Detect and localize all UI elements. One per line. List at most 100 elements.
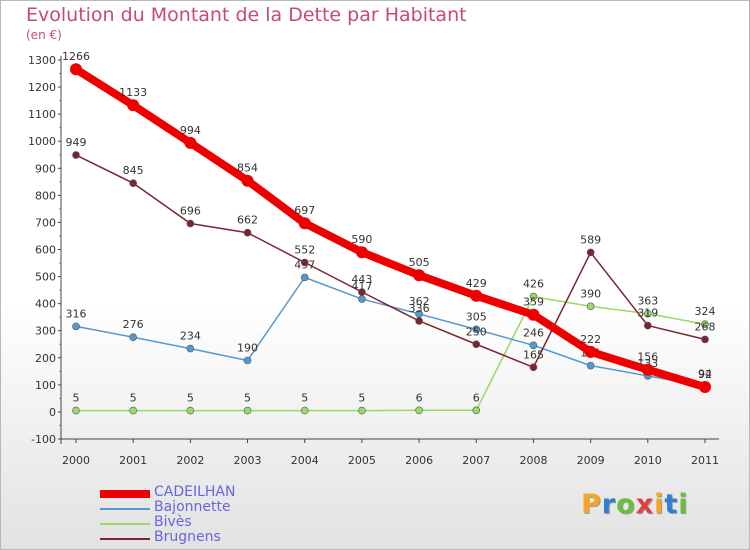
data-label-biv-s: 5: [130, 392, 137, 405]
data-point-bajonnette: [529, 341, 538, 350]
data-label-cadeilhan: 92: [698, 368, 712, 381]
data-point-brugnens: [472, 340, 481, 349]
legend-swatch: [100, 489, 150, 498]
data-point-bajonnette: [72, 322, 80, 331]
data-point-bajonnette: [129, 333, 137, 342]
data-point-cadeilhan: [413, 269, 426, 282]
x-tick-label: 2007: [462, 454, 490, 467]
data-label-biv-s: 5: [187, 392, 194, 405]
data-point-bajonnette: [472, 325, 481, 334]
logo-letter: i: [678, 489, 689, 520]
data-point-bajonnette: [243, 356, 252, 365]
logo-letter: r: [601, 489, 617, 520]
data-point-brugnens: [129, 179, 137, 187]
data-point-biv-s: [529, 292, 538, 301]
data-point-cadeilhan: [70, 63, 82, 76]
data-label-cadeilhan: 854: [237, 162, 258, 175]
y-tick-label: 900: [35, 162, 56, 175]
x-tick-label: 2011: [691, 454, 719, 467]
data-label-brugnens: 319: [637, 307, 658, 320]
legend-swatch: [100, 537, 150, 540]
data-point-biv-s: [415, 406, 423, 415]
data-label-bajonnette: 316: [66, 307, 87, 320]
data-label-bajonnette: 234: [180, 330, 201, 343]
data-label-cadeilhan: 156: [637, 351, 658, 364]
data-label-biv-s: 363: [637, 295, 658, 308]
y-tick-label: 200: [35, 352, 56, 365]
data-label-cadeilhan: 994: [180, 124, 201, 137]
data-point-cadeilhan: [298, 217, 311, 230]
y-tick-label: 1300: [28, 54, 56, 67]
data-point-brugnens: [529, 363, 538, 372]
x-tick-label: 2002: [176, 454, 204, 467]
data-point-cadeilhan: [699, 381, 711, 394]
data-label-biv-s: 6: [416, 391, 423, 404]
data-point-brugnens: [358, 288, 366, 296]
legend-swatch: [100, 507, 150, 510]
data-label-cadeilhan: 222: [580, 333, 601, 346]
data-label-biv-s: 5: [73, 392, 80, 405]
legend-label: CADEILHAN: [154, 484, 236, 500]
data-point-cadeilhan: [527, 308, 540, 321]
logo-letter: x: [635, 489, 655, 520]
data-label-bajonnette: 305: [466, 310, 487, 323]
data-label-cadeilhan: 1133: [119, 86, 147, 99]
data-point-bajonnette: [300, 273, 309, 282]
x-tick-label: 2006: [405, 454, 433, 467]
data-point-biv-s: [300, 406, 309, 415]
legend-label: Bivès: [154, 514, 192, 530]
data-label-cadeilhan: 359: [523, 296, 544, 309]
x-tick-label: 2004: [291, 454, 319, 467]
data-point-biv-s: [358, 406, 366, 415]
series-line-biv-s: [75, 295, 706, 412]
y-tick-label: -100: [31, 433, 56, 446]
data-label-brugnens: 845: [123, 164, 144, 177]
data-label-brugnens: 949: [66, 136, 87, 149]
data-label-biv-s: 426: [523, 278, 544, 291]
data-label-cadeilhan: 697: [294, 204, 315, 217]
y-tick-label: 100: [35, 379, 56, 392]
data-label-cadeilhan: 429: [466, 277, 487, 290]
x-tick-label: 2009: [577, 454, 605, 467]
data-point-brugnens: [701, 335, 709, 344]
logo-letter: i: [654, 489, 665, 520]
data-label-brugnens: 336: [409, 302, 430, 315]
data-label-bajonnette: 246: [523, 326, 544, 339]
data-label-cadeilhan: 1266: [62, 50, 90, 63]
data-label-brugnens: 589: [580, 233, 601, 246]
series-line-cadeilhan: [72, 65, 709, 392]
legend-swatch: [100, 522, 150, 525]
data-label-biv-s: 6: [473, 391, 480, 404]
data-point-biv-s: [243, 406, 252, 415]
data-label-brugnens: 268: [695, 320, 716, 333]
data-label-brugnens: 165: [523, 348, 544, 361]
data-point-brugnens: [586, 248, 595, 257]
data-point-bajonnette: [186, 344, 195, 353]
data-point-cadeilhan: [584, 345, 597, 358]
data-label-brugnens: 552: [294, 243, 315, 256]
chart-title: Evolution du Montant de la Dette par Hab…: [26, 4, 467, 26]
x-tick-label: 2003: [234, 454, 262, 467]
y-tick-label: 300: [35, 325, 56, 338]
data-point-biv-s: [186, 406, 195, 415]
y-tick-label: 1200: [28, 81, 56, 94]
data-point-bajonnette: [586, 361, 595, 370]
data-point-cadeilhan: [184, 136, 197, 149]
data-point-biv-s: [644, 309, 652, 318]
data-point-biv-s: [586, 302, 595, 311]
data-point-brugnens: [186, 219, 195, 228]
series-line-brugnens: [75, 154, 706, 369]
data-label-biv-s: 5: [244, 392, 251, 405]
data-label-biv-s: 390: [580, 287, 601, 300]
y-tick-label: 0: [49, 406, 56, 419]
x-tick-label: 2005: [348, 454, 376, 467]
legend-label: Bajonnette: [154, 499, 231, 515]
x-tick-label: 2008: [519, 454, 547, 467]
data-point-biv-s: [701, 320, 709, 329]
data-label-bajonnette: 276: [123, 318, 144, 331]
chart-unit: (en €): [26, 28, 62, 42]
y-tick-label: 1000: [28, 135, 56, 148]
data-label-biv-s: 5: [301, 392, 308, 405]
